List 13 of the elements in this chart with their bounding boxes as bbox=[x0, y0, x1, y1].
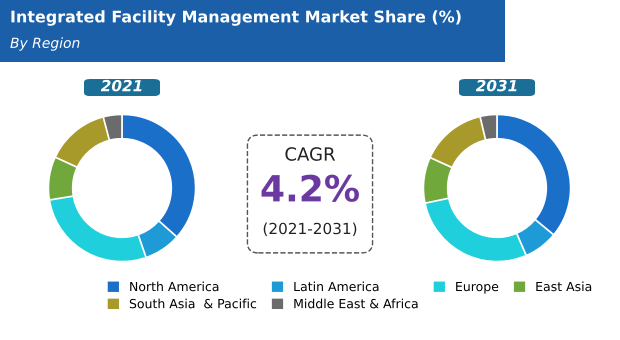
legend-label: North America bbox=[130, 282, 218, 292]
legend-label: Europe bbox=[456, 282, 498, 294]
chart-title: 2031 bbox=[476, 80, 516, 92]
legend-label: South Asia & Pacific bbox=[130, 298, 256, 308]
text: By Region bbox=[10, 37, 80, 51]
text: Integrated Facility Management Market Share (%) bbox=[11, 10, 461, 26]
text: (2021-2031) bbox=[264, 222, 356, 236]
legend-label: East Asia bbox=[536, 282, 592, 292]
legend-label: Latin America bbox=[294, 282, 378, 292]
legend-label: Middle East & Africa bbox=[294, 298, 418, 308]
text: CAGR bbox=[285, 147, 336, 161]
chart-title: 2021 bbox=[100, 80, 142, 92]
text: 4.2% bbox=[262, 174, 359, 202]
